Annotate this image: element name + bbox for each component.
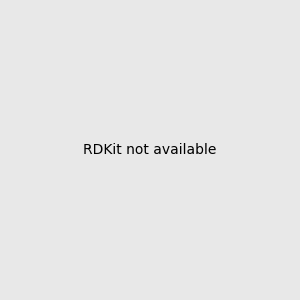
Text: RDKit not available: RDKit not available	[83, 143, 217, 157]
